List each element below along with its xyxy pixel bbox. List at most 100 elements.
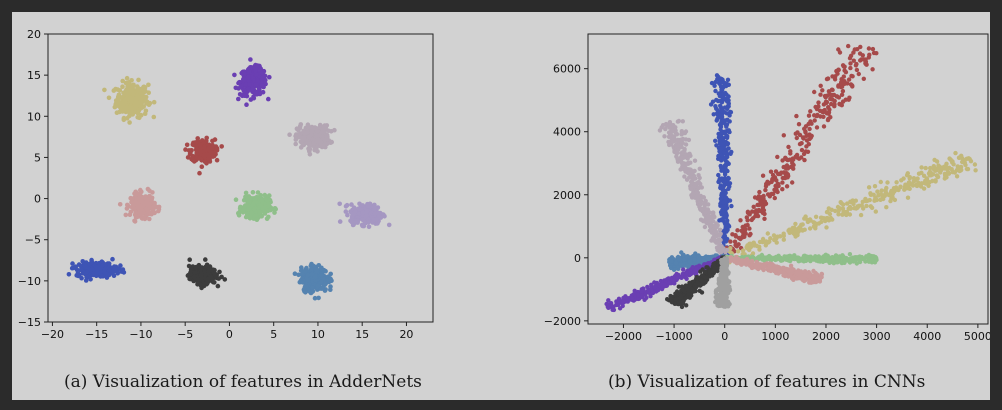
a-point xyxy=(142,111,148,116)
a-point xyxy=(319,273,325,278)
a-point xyxy=(125,202,130,208)
b-point xyxy=(882,192,888,197)
b-point xyxy=(725,141,731,146)
a-point xyxy=(238,84,244,89)
b-point xyxy=(763,243,768,248)
a-point xyxy=(133,96,138,102)
b-point xyxy=(907,176,912,181)
a-point xyxy=(184,142,190,148)
a-ytick-label: −15 xyxy=(18,316,41,329)
b-point xyxy=(748,231,753,237)
b-point xyxy=(726,175,731,181)
b-point xyxy=(717,246,722,251)
b-point xyxy=(739,228,744,233)
a-point xyxy=(193,144,199,149)
b-point xyxy=(750,254,755,259)
b-point xyxy=(856,71,861,77)
a-point xyxy=(337,201,343,207)
a-point xyxy=(145,186,151,192)
a-point xyxy=(118,101,123,107)
b-point xyxy=(675,119,681,124)
b-point xyxy=(697,166,702,171)
b-point xyxy=(685,156,690,161)
a-point xyxy=(360,223,365,229)
a-xtick-label: −5 xyxy=(177,328,193,341)
b-point xyxy=(852,47,857,52)
b-point xyxy=(722,214,728,220)
b-point xyxy=(719,146,724,151)
b-point xyxy=(789,276,795,281)
a-point xyxy=(191,274,197,280)
b-point xyxy=(773,188,778,193)
b-point xyxy=(678,137,683,142)
b-point xyxy=(781,233,786,239)
a-point xyxy=(353,220,359,225)
b-point xyxy=(743,231,748,236)
b-point xyxy=(758,199,763,205)
b-point xyxy=(784,184,790,189)
b-point xyxy=(835,204,841,210)
a-point xyxy=(316,295,321,301)
b-point xyxy=(851,58,856,63)
b-point xyxy=(956,155,962,160)
b-point xyxy=(848,256,853,261)
b-point xyxy=(782,272,788,277)
b-point xyxy=(678,167,683,172)
a-point xyxy=(314,267,320,273)
b-point xyxy=(723,90,728,96)
b-point xyxy=(775,182,781,187)
b-point xyxy=(816,104,821,109)
a-point xyxy=(325,141,330,146)
b-point xyxy=(750,216,756,221)
a-point xyxy=(136,77,141,83)
a-point xyxy=(349,219,355,225)
a-point xyxy=(127,120,132,125)
b-point xyxy=(704,218,709,223)
b-point xyxy=(691,191,696,197)
a-point xyxy=(222,277,228,282)
a-point xyxy=(316,137,321,142)
a-point xyxy=(210,145,215,151)
b-point xyxy=(726,146,731,151)
b-point xyxy=(749,263,754,269)
b-point xyxy=(822,93,828,99)
b-point xyxy=(752,243,757,248)
a-point xyxy=(309,261,314,267)
b-point xyxy=(863,61,868,66)
a-point xyxy=(147,216,152,222)
b-point xyxy=(702,205,707,210)
b-point xyxy=(786,144,791,150)
a-point xyxy=(103,262,108,267)
a-cluster-3 xyxy=(287,122,337,157)
a-point xyxy=(247,82,252,87)
a-point xyxy=(363,213,369,219)
a-point xyxy=(117,202,123,207)
b-point xyxy=(811,268,816,274)
b-point xyxy=(744,215,749,220)
a-xtick-label: −20 xyxy=(41,328,64,341)
b-point xyxy=(814,125,820,130)
b-point xyxy=(697,257,702,262)
b-point xyxy=(919,165,924,170)
b-point xyxy=(813,214,819,219)
a-point xyxy=(120,78,125,84)
b-point xyxy=(853,198,858,203)
a-point xyxy=(241,197,247,203)
a-point xyxy=(271,206,276,212)
b-point xyxy=(768,236,773,241)
a-point xyxy=(183,147,188,152)
b-point xyxy=(720,130,726,136)
a-point xyxy=(307,149,312,154)
a-point xyxy=(305,140,310,146)
a-point xyxy=(99,273,104,279)
b-point xyxy=(947,165,952,170)
b-point xyxy=(807,226,813,231)
a-point xyxy=(82,262,88,268)
b-point xyxy=(723,239,728,244)
b-point xyxy=(806,113,812,118)
b-point xyxy=(765,231,770,236)
a-point xyxy=(199,164,205,169)
a-point xyxy=(257,86,262,92)
b-point xyxy=(711,112,716,117)
